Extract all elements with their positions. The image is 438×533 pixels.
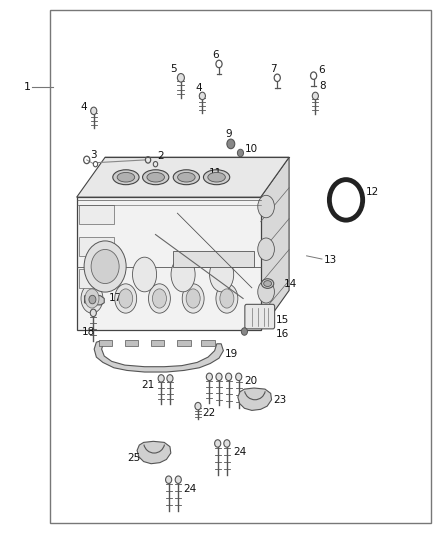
Circle shape	[199, 92, 205, 100]
Text: 25: 25	[127, 454, 140, 463]
Polygon shape	[77, 157, 289, 197]
Text: 14: 14	[284, 279, 297, 288]
Text: 10: 10	[244, 144, 258, 154]
Ellipse shape	[171, 257, 195, 292]
Polygon shape	[238, 388, 272, 410]
Bar	[201, 340, 215, 346]
Polygon shape	[261, 157, 289, 330]
Text: 3: 3	[90, 150, 97, 159]
Ellipse shape	[182, 284, 204, 313]
Text: 2: 2	[158, 151, 164, 160]
Bar	[99, 340, 112, 346]
Text: 23: 23	[274, 395, 287, 405]
Ellipse shape	[132, 257, 156, 292]
Circle shape	[241, 328, 247, 335]
Bar	[77, 197, 261, 330]
Ellipse shape	[117, 173, 135, 182]
Circle shape	[226, 373, 232, 381]
Ellipse shape	[85, 289, 99, 308]
Text: 6: 6	[318, 66, 325, 75]
Circle shape	[312, 92, 318, 100]
Text: 24: 24	[183, 484, 196, 494]
Bar	[151, 340, 164, 346]
Text: 18: 18	[82, 327, 95, 336]
Ellipse shape	[258, 196, 274, 217]
Text: 22: 22	[202, 408, 215, 418]
Text: 7: 7	[270, 64, 277, 74]
Circle shape	[90, 309, 96, 317]
Circle shape	[206, 373, 212, 381]
Ellipse shape	[186, 289, 200, 308]
Ellipse shape	[173, 170, 199, 185]
Text: 13: 13	[324, 255, 337, 265]
Text: 11: 11	[209, 168, 223, 178]
Text: 1: 1	[24, 83, 31, 92]
Circle shape	[175, 476, 181, 483]
Ellipse shape	[208, 173, 225, 182]
Ellipse shape	[216, 284, 238, 313]
Text: 4: 4	[195, 83, 202, 93]
Text: 16: 16	[276, 329, 289, 338]
Circle shape	[227, 139, 235, 149]
Circle shape	[167, 375, 173, 382]
Circle shape	[91, 107, 97, 115]
Ellipse shape	[258, 280, 274, 303]
Ellipse shape	[264, 280, 272, 287]
Text: 24: 24	[233, 447, 247, 457]
Circle shape	[89, 295, 96, 304]
Ellipse shape	[178, 173, 195, 182]
Ellipse shape	[152, 289, 166, 308]
Circle shape	[215, 440, 221, 447]
Text: 12: 12	[366, 187, 379, 197]
Circle shape	[177, 74, 184, 82]
Text: 21: 21	[141, 380, 154, 390]
Circle shape	[166, 476, 172, 483]
Ellipse shape	[220, 289, 234, 308]
Text: 15: 15	[276, 315, 289, 325]
Ellipse shape	[148, 284, 170, 313]
Circle shape	[195, 402, 201, 410]
Circle shape	[91, 249, 119, 284]
Circle shape	[84, 241, 126, 292]
Text: 4: 4	[81, 102, 88, 111]
Bar	[177, 340, 191, 346]
Text: 9: 9	[225, 130, 232, 139]
Polygon shape	[137, 441, 171, 464]
Bar	[125, 340, 138, 346]
Bar	[173, 251, 254, 266]
Bar	[79, 269, 114, 288]
Ellipse shape	[143, 170, 169, 185]
Ellipse shape	[119, 289, 133, 308]
Text: 19: 19	[225, 350, 238, 359]
Ellipse shape	[113, 170, 139, 185]
Polygon shape	[94, 341, 223, 372]
Ellipse shape	[261, 279, 274, 288]
Bar	[79, 205, 114, 224]
Text: 8: 8	[320, 82, 326, 91]
Ellipse shape	[203, 170, 230, 185]
Text: 6: 6	[212, 50, 219, 60]
Bar	[50, 10, 431, 523]
Ellipse shape	[258, 238, 274, 260]
Ellipse shape	[115, 284, 137, 313]
Text: 5: 5	[170, 64, 177, 74]
Circle shape	[224, 440, 230, 447]
Ellipse shape	[147, 173, 164, 182]
Circle shape	[216, 373, 222, 381]
Text: 17: 17	[109, 294, 122, 303]
Circle shape	[237, 149, 244, 157]
Ellipse shape	[210, 257, 234, 292]
Circle shape	[236, 373, 242, 381]
Polygon shape	[85, 294, 104, 305]
Circle shape	[158, 375, 164, 382]
Ellipse shape	[81, 284, 103, 313]
Bar	[79, 237, 114, 256]
Text: 20: 20	[244, 376, 258, 386]
FancyBboxPatch shape	[245, 304, 275, 329]
